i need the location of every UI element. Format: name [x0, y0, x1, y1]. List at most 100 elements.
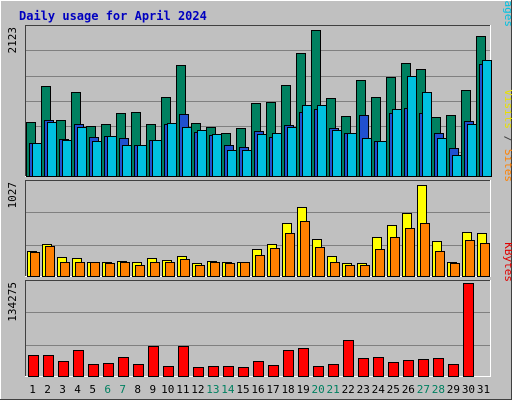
bar-pages-day-24	[377, 141, 387, 177]
x-tick-label-day-22: 22	[342, 383, 355, 396]
bar-kbytes-day-21	[328, 364, 339, 377]
bar-kbytes-day-6	[103, 363, 114, 377]
chart-title: Daily usage for April 2024	[19, 9, 207, 23]
bar-sites-day-27	[420, 223, 430, 277]
bar-sites-day-15	[240, 262, 250, 277]
x-tick-label-day-8: 8	[134, 383, 141, 396]
bar-sites-day-30	[465, 240, 475, 277]
panels-group: 2123 Hits / Files / Pages 1027 Visits / Sit…	[6, 0, 512, 377]
bar-pages-day-3	[62, 140, 72, 177]
series-kbytes	[28, 283, 474, 377]
bar-kbytes-day-7	[118, 357, 129, 377]
bar-sites-day-12	[195, 265, 205, 277]
bar-sites-day-8	[135, 265, 145, 277]
x-tick-label-day-1: 1	[29, 383, 36, 396]
bar-pages-day-17	[272, 133, 282, 177]
x-tick-label-day-15: 15	[236, 383, 249, 396]
bar-sites-day-6	[105, 263, 115, 277]
x-tick-label-day-17: 17	[266, 383, 279, 396]
bar-sites-day-26	[405, 228, 415, 277]
bar-kbytes-day-3	[58, 361, 69, 377]
bar-sites-day-23	[360, 265, 370, 277]
bar-pages-day-20	[317, 105, 327, 177]
bar-sites-day-14	[225, 263, 235, 277]
x-tick-label-day-14: 14	[221, 383, 235, 396]
bar-sites-day-20	[315, 247, 325, 277]
bar-kbytes-day-16	[253, 361, 264, 377]
bar-pages-day-14	[227, 150, 237, 177]
panel-hits: 2123 Hits / Files / Pages	[6, 0, 512, 177]
legend-entry: KBytes	[502, 242, 512, 282]
panel-visits-ymax-label: 1027	[6, 182, 19, 209]
bar-kbytes-day-15	[238, 367, 249, 377]
legend-entry: Visits	[502, 89, 512, 129]
series-sites	[30, 221, 490, 277]
bar-kbytes-day-14	[223, 366, 234, 377]
bar-sites-day-28	[435, 251, 445, 277]
panel-kbytes: 134275 KBytes	[6, 242, 512, 377]
bar-kbytes-day-12	[193, 367, 204, 377]
bar-pages-day-2	[47, 122, 57, 177]
bar-pages-day-21	[332, 130, 342, 177]
x-tick-label-day-13: 13	[206, 383, 219, 396]
x-tick-label-day-4: 4	[74, 383, 81, 396]
bar-sites-day-11	[180, 259, 190, 277]
bar-sites-day-7	[120, 262, 130, 277]
panel-visits-legend: Visits / Sites	[502, 89, 512, 182]
bar-kbytes-day-27	[418, 359, 429, 377]
bar-sites-day-22	[345, 265, 355, 277]
bar-sites-day-21	[330, 262, 340, 277]
bar-kbytes-day-9	[148, 346, 159, 377]
x-tick-label-day-30: 30	[462, 383, 475, 396]
bar-pages-day-31	[482, 60, 492, 177]
bar-kbytes-day-25	[388, 362, 399, 377]
panel-visits: 1027 Visits / Sites	[6, 89, 512, 277]
bar-sites-day-29	[450, 263, 460, 277]
bar-kbytes-day-30	[463, 283, 474, 377]
bar-sites-day-24	[375, 249, 385, 277]
panel-hits-legend: Hits / Files / Pages	[502, 0, 512, 27]
bar-kbytes-day-17	[268, 365, 279, 377]
x-tick-label-day-10: 10	[161, 383, 174, 396]
bar-kbytes-day-13	[208, 366, 219, 377]
bar-pages-day-26	[407, 76, 417, 177]
x-tick-label-day-19: 19	[296, 383, 309, 396]
bar-sites-day-16	[255, 255, 265, 277]
x-tick-label-day-9: 9	[149, 383, 156, 396]
bar-pages-day-12	[197, 130, 207, 177]
bar-pages-day-29	[452, 155, 462, 177]
bar-kbytes-day-18	[283, 350, 294, 377]
bar-sites-day-13	[210, 262, 220, 277]
bar-pages-day-30	[467, 124, 477, 177]
series-pages	[32, 60, 492, 177]
bar-pages-day-19	[302, 105, 312, 177]
bar-pages-day-23	[362, 138, 372, 177]
x-tick-label-day-27: 27	[417, 383, 430, 396]
bar-sites-day-19	[300, 221, 310, 277]
x-tick-label-day-29: 29	[447, 383, 460, 396]
bar-pages-day-4	[77, 127, 87, 177]
panel-kbytes-ymax-label: 134275	[6, 282, 19, 322]
x-tick-label-day-23: 23	[357, 383, 370, 396]
x-tick-label-day-31: 31	[477, 383, 490, 396]
x-tick-label-day-5: 5	[89, 383, 96, 396]
bar-pages-day-5	[92, 141, 102, 177]
bar-kbytes-day-23	[358, 358, 369, 377]
bar-sites-day-17	[270, 248, 280, 277]
bar-kbytes-day-26	[403, 360, 414, 377]
x-tick-label-day-6: 6	[104, 383, 111, 396]
bar-pages-day-8	[137, 145, 147, 177]
bar-sites-day-3	[60, 262, 70, 277]
x-tick-label-day-16: 16	[251, 383, 264, 396]
bar-kbytes-day-10	[163, 366, 174, 377]
bar-kbytes-day-4	[73, 350, 84, 377]
bar-kbytes-day-8	[133, 364, 144, 377]
legend-entry: Pages	[502, 0, 512, 27]
bar-sites-day-4	[75, 262, 85, 277]
bar-pages-day-13	[212, 134, 222, 177]
bar-kbytes-day-11	[178, 346, 189, 377]
bar-kbytes-day-29	[448, 364, 459, 377]
x-tick-label-day-24: 24	[372, 383, 386, 396]
bar-pages-day-18	[287, 127, 297, 177]
